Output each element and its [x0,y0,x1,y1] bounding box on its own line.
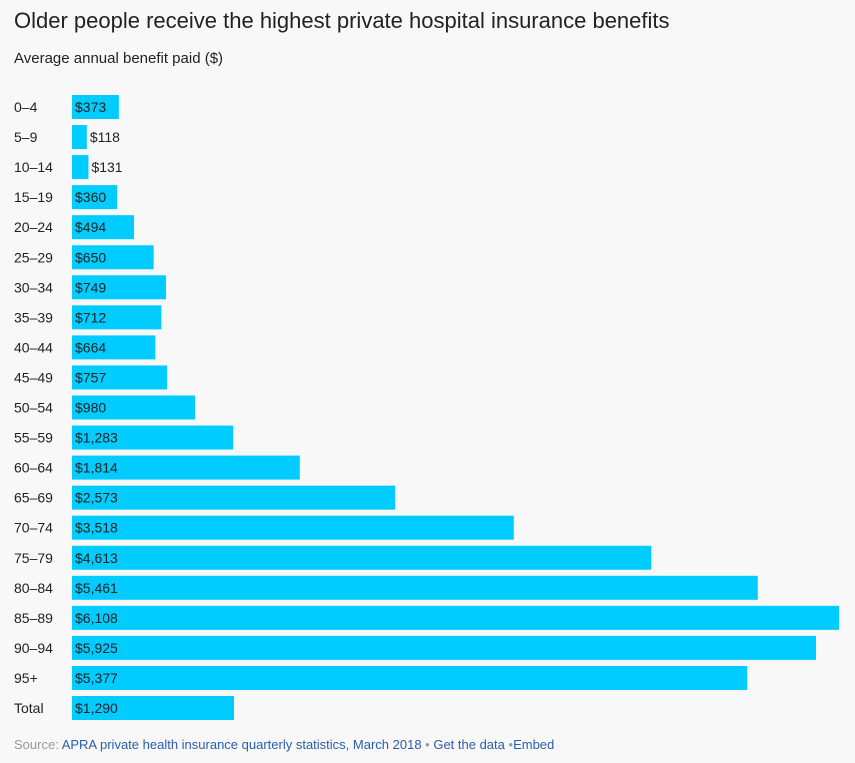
value-label: $980 [75,400,106,416]
value-label: $1,290 [75,700,118,716]
footer-separator: • [421,737,434,752]
bar[interactable] [72,155,89,180]
source-prefix: Source: [14,737,62,752]
value-label: $3,518 [75,520,118,536]
value-label: $373 [75,99,106,115]
category-label: 80–84 [14,580,53,596]
chart-title: Older people receive the highest private… [14,8,670,33]
category-label: 45–49 [14,369,53,385]
value-label: $712 [75,309,106,325]
value-label: $650 [75,249,106,265]
value-label: $2,573 [75,490,118,506]
category-label: 0–4 [14,99,38,115]
category-label: 15–19 [14,189,53,205]
value-label: $118 [90,129,120,145]
chart-subtitle: Average annual benefit paid ($) [14,50,224,67]
category-label: 25–29 [14,249,53,265]
bar[interactable] [72,365,168,390]
value-label: $494 [75,219,106,235]
bar[interactable] [72,485,396,510]
bar[interactable] [72,696,234,720]
category-label: 65–69 [14,490,53,506]
category-label: Total [14,700,44,716]
bar[interactable] [72,455,300,480]
value-label: $5,925 [75,640,118,656]
bar[interactable] [72,605,839,630]
value-label: $1,814 [75,460,118,476]
value-label: $4,613 [75,550,118,566]
category-label: 10–14 [14,159,53,175]
value-label: $757 [75,369,106,385]
bar[interactable] [72,335,156,360]
category-label: 35–39 [14,309,53,325]
category-label: 95+ [14,670,38,686]
category-label: 75–79 [14,550,53,566]
category-label: 50–54 [14,400,53,416]
value-label: $1,283 [75,430,118,446]
bar[interactable] [72,545,652,570]
value-label: $360 [75,189,106,205]
category-label: 30–34 [14,279,53,295]
footer-separator: • [504,737,514,752]
get-the-data-link[interactable]: Get the data [433,737,505,752]
category-label: 70–74 [14,520,53,536]
category-label: 40–44 [14,339,53,355]
bar[interactable] [72,215,135,240]
bar-chart: 0–4 $373 5–9 $118 10–14 $131 15–19 $360 20–24 $49… [14,95,839,720]
value-label: $664 [75,339,106,355]
bar[interactable] [72,635,817,660]
source-link[interactable]: APRA private health insurance quarterly … [61,737,422,752]
bar[interactable] [72,575,758,600]
footer: Source: APRA private health insurance qu… [14,737,554,752]
bar[interactable] [72,425,234,450]
bar[interactable] [72,95,119,119]
bar[interactable] [72,125,87,150]
value-label: $749 [75,279,106,295]
bar[interactable] [72,665,748,690]
value-label: $6,108 [75,610,118,626]
value-label: $5,377 [75,670,118,686]
bar[interactable] [72,275,167,300]
category-label: 60–64 [14,460,53,476]
value-label: $131 [91,159,122,175]
bar[interactable] [72,185,118,210]
bar[interactable] [72,395,196,420]
bar[interactable] [72,305,162,330]
category-label: 90–94 [14,640,53,656]
category-label: 55–59 [14,430,53,446]
bar[interactable] [72,515,514,540]
category-label: 20–24 [14,219,53,235]
category-label: 85–89 [14,610,53,626]
value-label: $5,461 [75,580,118,596]
embed-link[interactable]: Embed [513,737,555,752]
category-label: 5–9 [14,129,38,145]
bar[interactable] [72,245,154,270]
